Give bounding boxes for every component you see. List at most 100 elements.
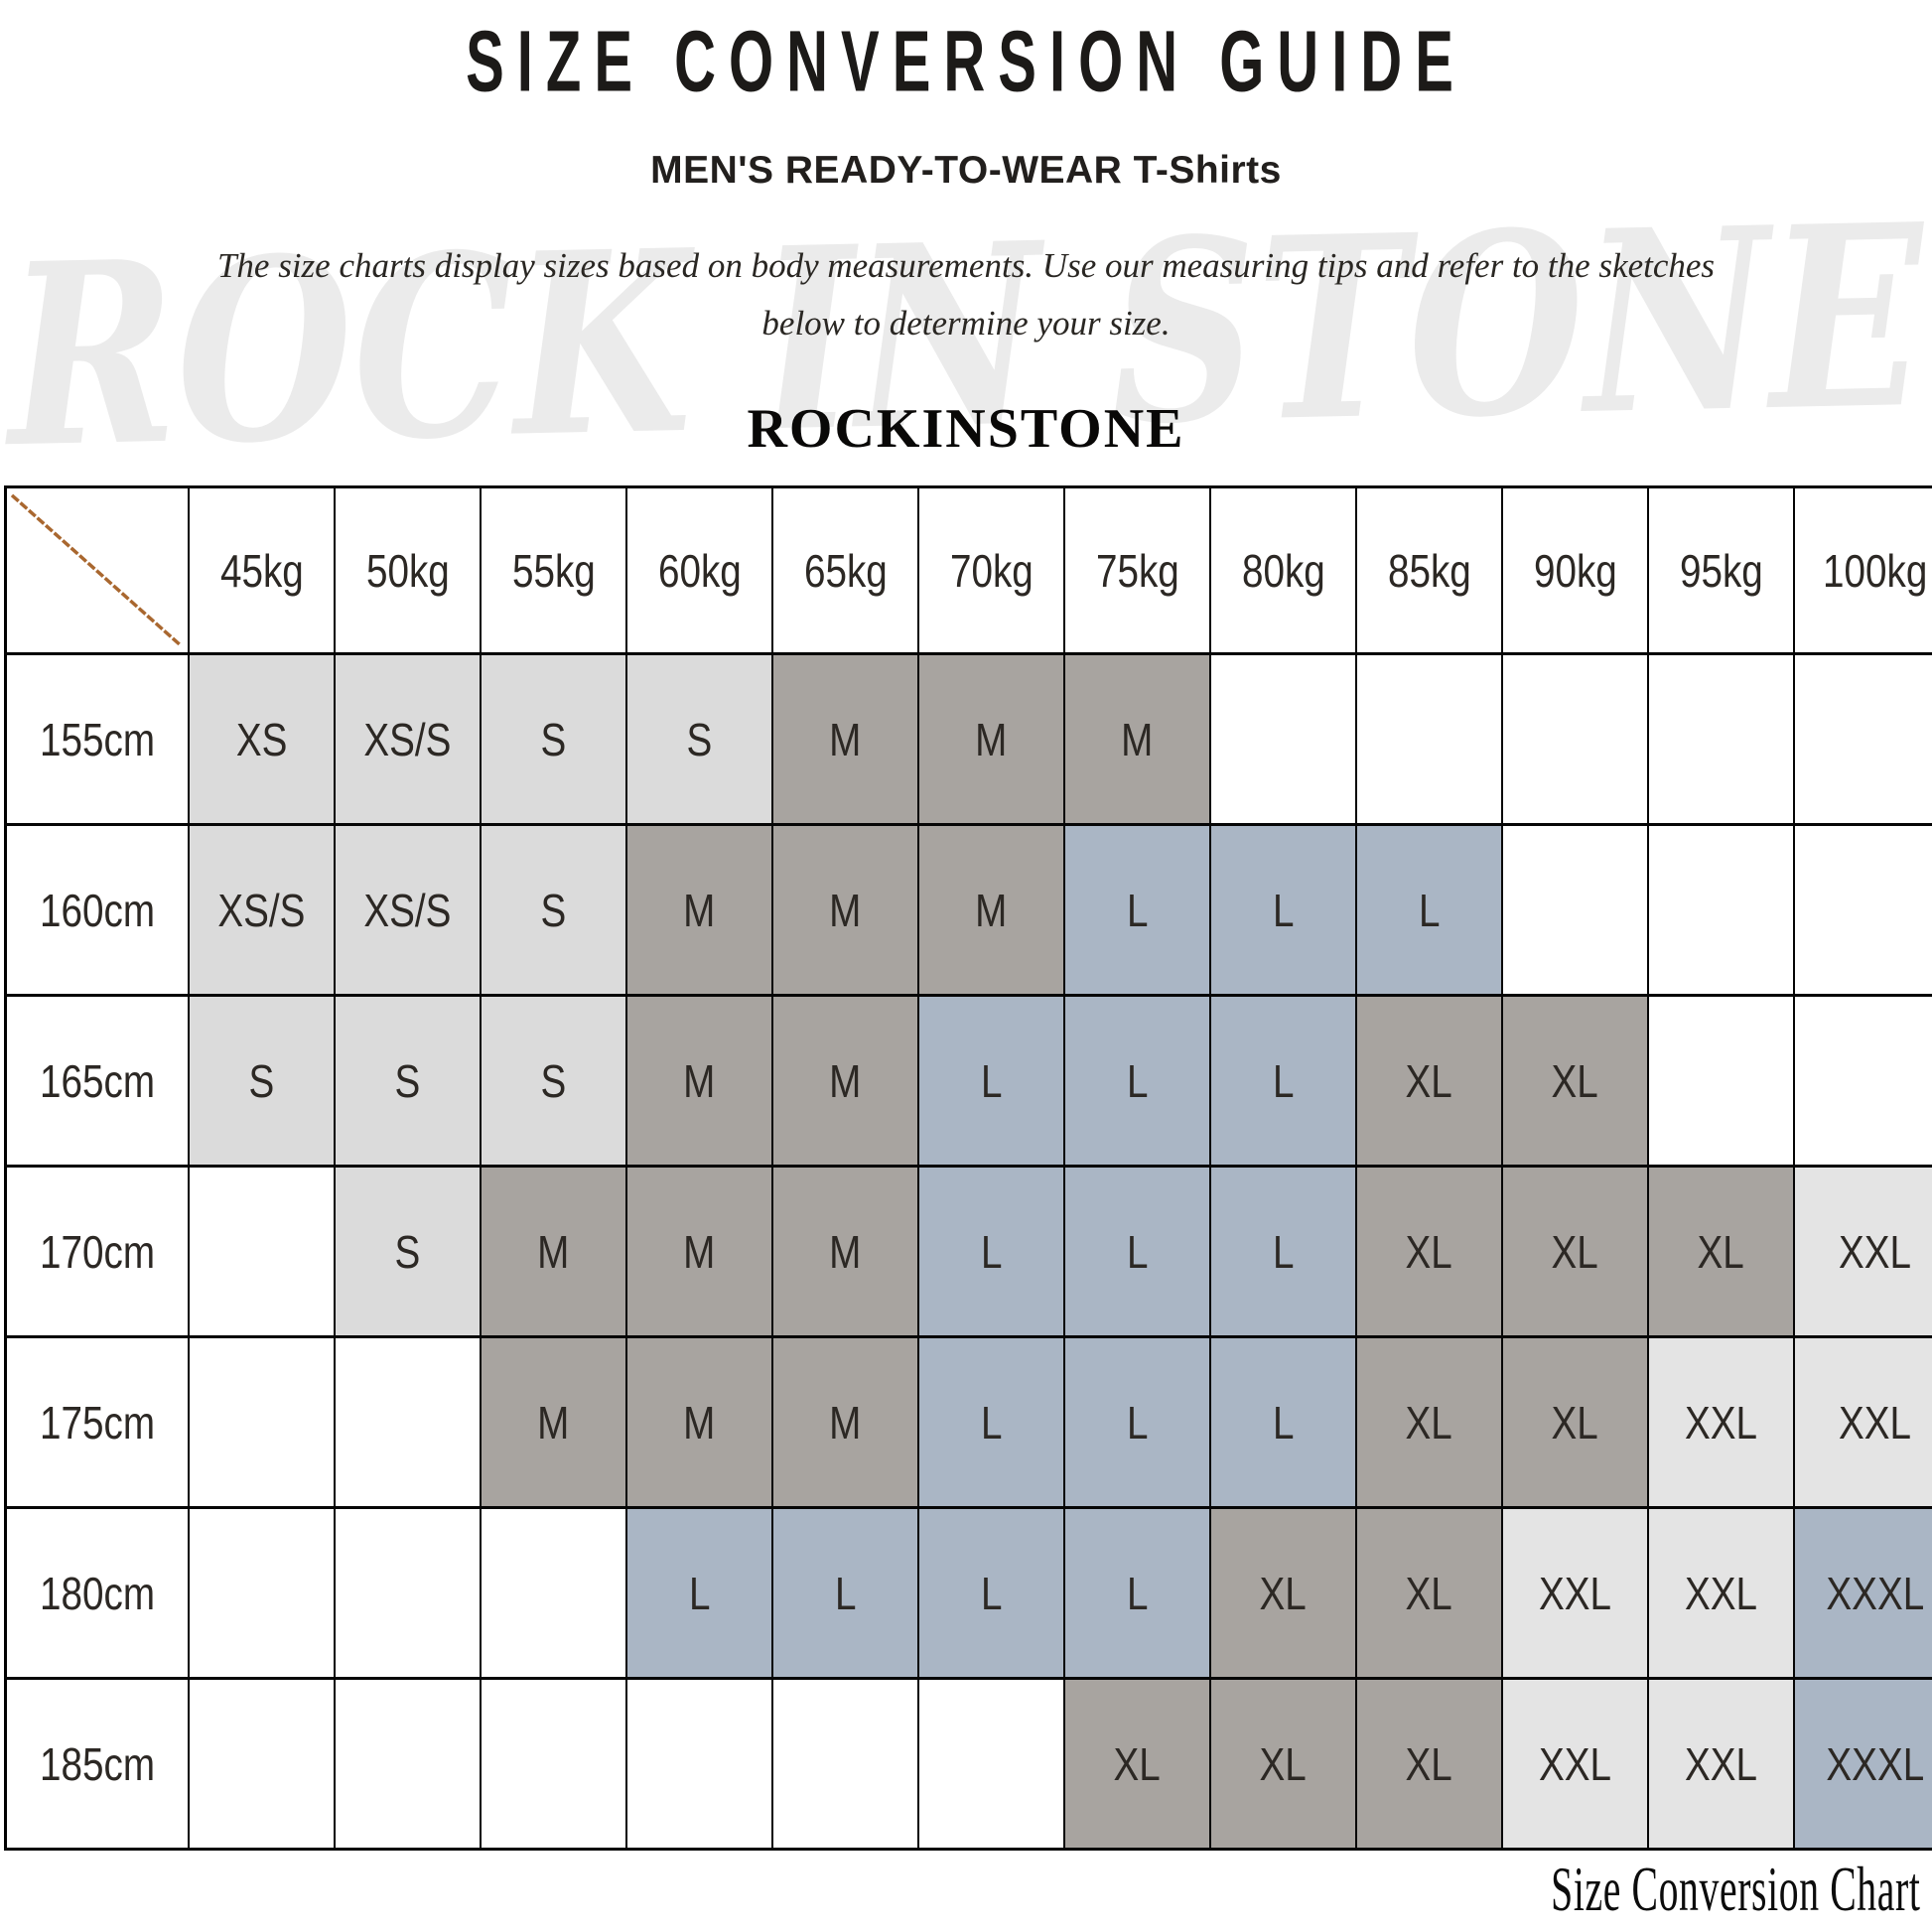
empty-cell [334, 1506, 482, 1680]
corner-cell [4, 485, 190, 655]
size-cell: L [917, 1335, 1065, 1509]
table-row-185cm: 185cm XL XL XL XXL XXL XXXL [4, 1677, 1932, 1851]
size-cell: M [625, 1335, 773, 1509]
size-cell: M [480, 1335, 627, 1509]
size-cell: XL [1209, 1677, 1357, 1851]
weight-header-75kg: 75kg [1063, 485, 1211, 655]
size-cell: XXL [1501, 1677, 1649, 1851]
table-header-row: 45kg 50kg 55kg 60kg 65kg 70kg 75kg 80kg 85kg 90kg… [4, 485, 1932, 655]
weight-header-60kg: 60kg [625, 485, 773, 655]
size-cell: L [1063, 1335, 1211, 1509]
height-label-155cm: 155cm [4, 652, 190, 826]
empty-cell [1209, 652, 1357, 826]
weight-header-90kg: 90kg [1501, 485, 1649, 655]
size-cell: M [771, 1335, 919, 1509]
empty-cell [1355, 652, 1503, 826]
caption: Size Conversion Chart [1324, 1853, 1920, 1926]
table-body: 155cm XS XS/S S S M M M 160cm XS/S XS/S S M M M L L L 165c… [4, 652, 1932, 1851]
size-cell: L [1209, 1335, 1357, 1509]
size-cell: S [334, 994, 482, 1168]
size-cell: XL [1355, 994, 1503, 1168]
size-cell: XL [1501, 994, 1649, 1168]
table-row-165cm: 165cm S S S M M L L L XL XL [4, 994, 1932, 1168]
empty-cell [1793, 994, 1932, 1168]
size-cell: XXL [1647, 1335, 1795, 1509]
height-label-165cm: 165cm [4, 994, 190, 1168]
size-cell: L [625, 1506, 773, 1680]
empty-cell [1647, 994, 1795, 1168]
brand-name: ROCKINSTONE [747, 398, 1185, 460]
size-cell: L [1209, 823, 1357, 997]
size-cell: M [625, 1165, 773, 1338]
subtitle: MEN'S READY-TO-WEAR T-Shirts [650, 149, 1282, 192]
empty-cell [480, 1677, 627, 1851]
weight-header-85kg: 85kg [1355, 485, 1503, 655]
empty-cell [1647, 652, 1795, 826]
size-cell: XL [1063, 1677, 1211, 1851]
size-cell: XXL [1647, 1506, 1795, 1680]
height-label-160cm: 160cm [4, 823, 190, 997]
empty-cell [188, 1335, 336, 1509]
size-cell: L [1063, 994, 1211, 1168]
size-cell: M [480, 1165, 627, 1338]
weight-header-50kg: 50kg [334, 485, 482, 655]
size-cell: XL [1647, 1165, 1795, 1338]
size-cell: M [771, 1165, 919, 1338]
size-cell: S [334, 1165, 482, 1338]
size-cell: L [1063, 823, 1211, 997]
size-cell: XL [1355, 1335, 1503, 1509]
size-cell: XL [1209, 1506, 1357, 1680]
empty-cell [1501, 652, 1649, 826]
empty-cell [188, 1506, 336, 1680]
size-cell: XXXL [1793, 1677, 1932, 1851]
size-cell: XXL [1793, 1165, 1932, 1338]
table-row-155cm: 155cm XS XS/S S S M M M [4, 652, 1932, 826]
size-cell: L [917, 1165, 1065, 1338]
empty-cell [480, 1506, 627, 1680]
table-row-160cm: 160cm XS/S XS/S S M M M L L L [4, 823, 1932, 997]
size-cell: XS/S [334, 652, 482, 826]
table-row-180cm: 180cm L L L L XL XL XXL XXL XXXL [4, 1506, 1932, 1680]
size-conversion-table: 45kg 50kg 55kg 60kg 65kg 70kg 75kg 80kg 85kg 90kg… [4, 485, 1932, 1851]
size-cell: L [917, 994, 1065, 1168]
weight-header-95kg: 95kg [1647, 485, 1795, 655]
height-label-180cm: 180cm [4, 1506, 190, 1680]
empty-cell [625, 1677, 773, 1851]
size-cell: XXL [1793, 1335, 1932, 1509]
size-cell: XL [1355, 1165, 1503, 1338]
size-cell: M [1063, 652, 1211, 826]
description-line-1: The size charts display sizes based on b… [216, 246, 1716, 285]
weight-header-45kg: 45kg [188, 485, 336, 655]
size-cell: L [1355, 823, 1503, 997]
size-cell: M [625, 823, 773, 997]
description-line-2: below to determine your size. [761, 304, 1171, 343]
size-cell: M [625, 994, 773, 1168]
size-cell: XXXL [1793, 1506, 1932, 1680]
size-cell: M [917, 652, 1065, 826]
weight-header-70kg: 70kg [917, 485, 1065, 655]
empty-cell [1793, 823, 1932, 997]
size-cell: XL [1355, 1677, 1503, 1851]
size-cell: S [480, 652, 627, 826]
size-cell: M [771, 652, 919, 826]
height-label-185cm: 185cm [4, 1677, 190, 1851]
size-cell: XS [188, 652, 336, 826]
empty-cell [334, 1677, 482, 1851]
diagonal-line-icon [10, 493, 183, 647]
empty-cell [334, 1335, 482, 1509]
size-cell: L [771, 1506, 919, 1680]
table-row-175cm: 175cm M M M L L L XL XL XXL XXL [4, 1335, 1932, 1509]
size-cell: XL [1355, 1506, 1503, 1680]
size-cell: L [917, 1506, 1065, 1680]
weight-header-65kg: 65kg [771, 485, 919, 655]
size-cell: M [771, 994, 919, 1168]
size-cell: XXL [1501, 1506, 1649, 1680]
size-cell: XL [1501, 1165, 1649, 1338]
size-cell: XS/S [334, 823, 482, 997]
empty-cell [1647, 823, 1795, 997]
size-cell: M [771, 823, 919, 997]
size-cell: L [1209, 1165, 1357, 1338]
empty-cell [188, 1165, 336, 1338]
empty-cell [771, 1677, 919, 1851]
